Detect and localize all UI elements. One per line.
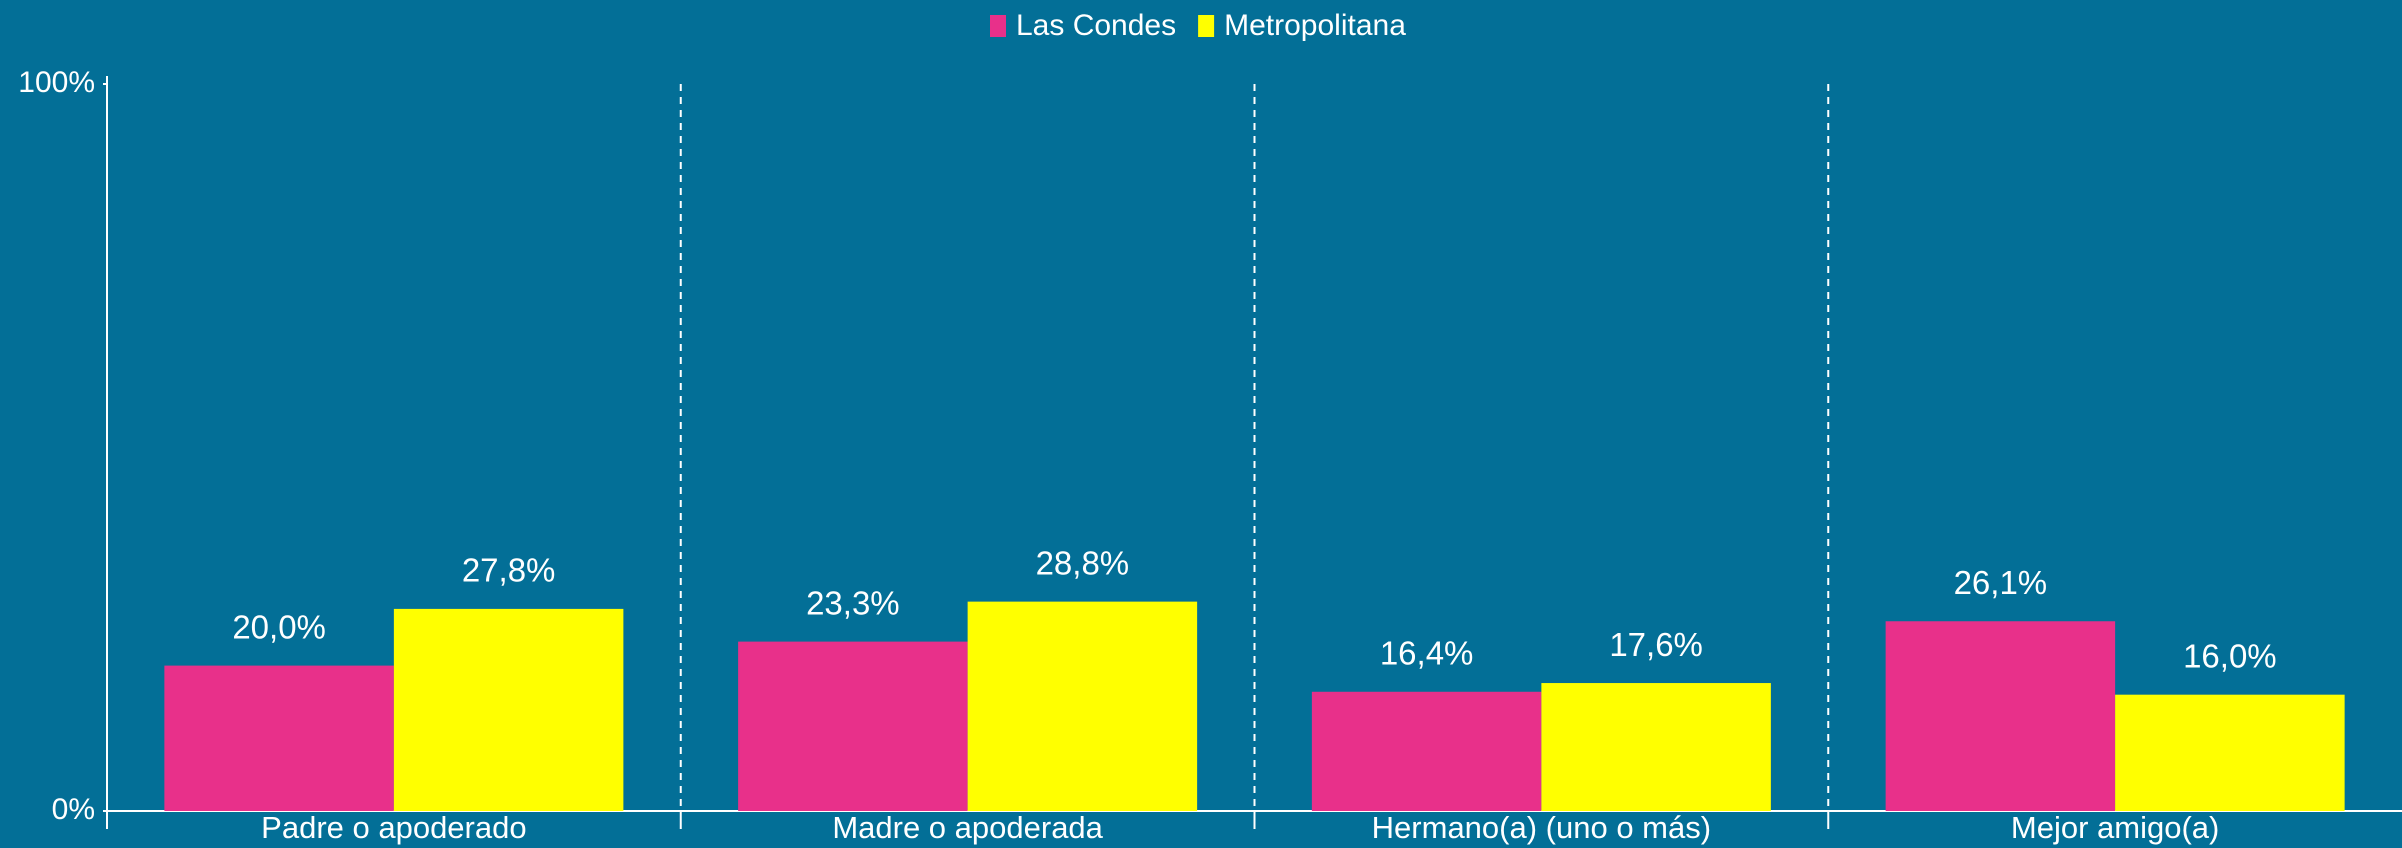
value-label: 27,8% bbox=[462, 552, 556, 589]
legend-swatch bbox=[990, 15, 1006, 37]
bar bbox=[393, 608, 624, 811]
bar bbox=[1541, 683, 1771, 811]
x-tick-label: Mejor amigo(a) bbox=[2011, 810, 2219, 845]
value-label: 20,0% bbox=[232, 608, 326, 645]
x-tick-label: Hermano(a) (uno o más) bbox=[1372, 810, 1711, 845]
value-label: 26,1% bbox=[1954, 564, 2048, 601]
legend-label: Las Condes bbox=[1016, 9, 1176, 42]
value-label: 16,0% bbox=[2183, 637, 2277, 674]
bar bbox=[738, 641, 968, 811]
y-tick-label: 0% bbox=[52, 793, 95, 826]
bar bbox=[2115, 694, 2345, 811]
bar bbox=[1885, 621, 2116, 811]
bar bbox=[967, 601, 1198, 811]
bar bbox=[164, 665, 394, 811]
value-label: 16,4% bbox=[1380, 634, 1474, 671]
x-tick-label: Madre o apoderada bbox=[832, 810, 1103, 845]
value-label: 28,8% bbox=[1036, 544, 1130, 581]
legend-label: Metropolitana bbox=[1224, 9, 1406, 42]
legend-swatch bbox=[1198, 15, 1215, 37]
value-label: 17,6% bbox=[1609, 626, 1703, 663]
y-tick-label: 100% bbox=[18, 66, 95, 99]
bar bbox=[1311, 691, 1542, 811]
x-tick-label: Padre o apoderado bbox=[261, 810, 526, 845]
value-label: 23,3% bbox=[806, 584, 900, 621]
